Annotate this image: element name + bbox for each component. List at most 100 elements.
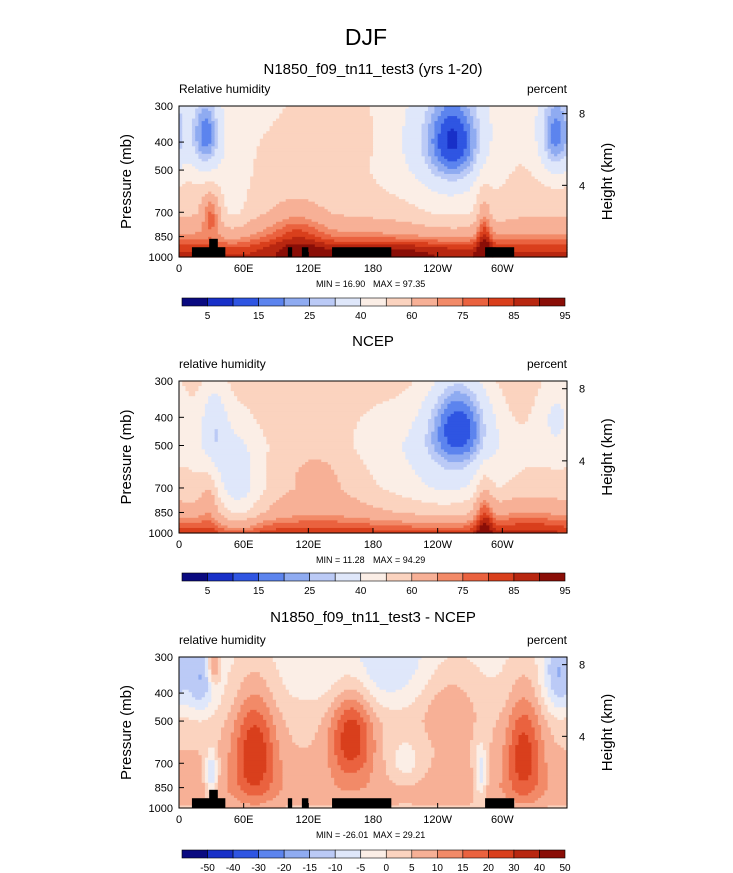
contour-cell xyxy=(334,747,342,751)
contour-cell xyxy=(547,141,552,145)
contour-cell xyxy=(179,697,196,701)
contour-cell xyxy=(179,413,206,418)
contour-cell xyxy=(285,722,322,726)
contour-cell xyxy=(224,692,238,696)
contour-cell xyxy=(486,424,497,428)
contour-cell xyxy=(179,755,203,759)
contour-cell xyxy=(376,479,423,483)
contour-cell xyxy=(437,451,448,456)
contour-cell xyxy=(547,805,568,809)
contour-cell xyxy=(195,151,203,155)
contour-cell xyxy=(230,742,238,746)
contour-cell xyxy=(369,106,410,110)
contour-cell xyxy=(492,234,568,238)
contour-cell xyxy=(402,770,413,774)
contour-cell xyxy=(217,184,251,188)
contour-cell xyxy=(495,497,513,501)
contour-cell xyxy=(476,765,481,769)
contour-cell xyxy=(198,118,206,122)
contour-cell xyxy=(489,224,568,228)
contour-cell xyxy=(350,495,403,499)
contour-cell xyxy=(266,742,274,746)
contour-cell xyxy=(492,133,536,137)
contour-cell xyxy=(250,462,267,466)
contour-cell xyxy=(531,719,539,724)
contour-cell xyxy=(373,153,406,157)
contour-cell xyxy=(243,767,267,771)
contour-cell xyxy=(531,755,539,759)
contour-cell xyxy=(201,421,232,425)
contour-cell xyxy=(547,106,555,110)
contour-cell xyxy=(547,707,568,711)
contour-cell xyxy=(534,729,542,734)
y-tick-label: 700 xyxy=(155,483,173,495)
contour-cell xyxy=(233,719,245,724)
contour-cell xyxy=(179,722,225,726)
contour-cell xyxy=(179,669,206,673)
contour-cell xyxy=(450,226,458,230)
contour-cell xyxy=(243,702,267,706)
contour-cell xyxy=(379,717,426,721)
contour-cell xyxy=(547,153,555,157)
contour-cell xyxy=(547,770,568,774)
contour-cell xyxy=(479,515,490,519)
contour-cell xyxy=(421,146,429,150)
contour-cell xyxy=(534,657,545,661)
contour-cell xyxy=(482,745,490,749)
contour-cell xyxy=(266,752,274,756)
contour-cell xyxy=(476,196,568,200)
contour-cell xyxy=(211,126,216,130)
contour-cell xyxy=(427,704,474,708)
contour-cell xyxy=(295,477,339,481)
contour-cell xyxy=(508,762,516,766)
contour-cell xyxy=(473,118,481,122)
contour-cell xyxy=(537,772,549,776)
contour-cell xyxy=(301,464,332,468)
contour-cell xyxy=(282,712,326,716)
contour-cell xyxy=(470,161,478,165)
contour-cell xyxy=(473,153,478,157)
contour-cell xyxy=(179,434,203,438)
contour-cell xyxy=(427,123,436,127)
contour-cell xyxy=(427,426,436,430)
contour-cell xyxy=(479,128,494,132)
contour-cell xyxy=(508,752,516,756)
contour-cell xyxy=(489,520,494,524)
contour-cell xyxy=(366,735,374,739)
contour-cell xyxy=(479,403,494,407)
contour-cell xyxy=(285,492,348,496)
contour-cell xyxy=(424,684,448,688)
contour-cell xyxy=(369,674,413,678)
contour-cell xyxy=(505,729,513,734)
contour-cell xyxy=(259,497,280,501)
contour-cell xyxy=(276,221,319,225)
contour-cell xyxy=(486,752,490,756)
contour-cell xyxy=(415,249,478,253)
x-tick-label: 180 xyxy=(364,263,382,275)
contour-cell xyxy=(476,234,481,238)
contour-cell xyxy=(434,133,439,137)
contour-cell xyxy=(560,151,568,155)
contour-cell xyxy=(179,707,196,711)
contour-cell xyxy=(201,426,232,430)
contour-cell xyxy=(450,401,465,405)
contour-cell xyxy=(460,163,471,167)
contour-cell xyxy=(563,419,568,423)
contour-cell xyxy=(221,694,238,698)
contour-cell xyxy=(479,221,484,225)
contour-cell xyxy=(508,697,523,701)
contour-cell xyxy=(376,181,423,185)
contour-cell xyxy=(221,770,229,774)
contour-cell xyxy=(492,479,510,483)
contour-cell xyxy=(434,672,484,676)
contour-cell xyxy=(434,381,481,385)
contour-cell xyxy=(463,525,474,529)
contour-cell xyxy=(489,755,503,759)
contour-cell xyxy=(476,745,484,749)
contour-cell xyxy=(179,226,203,230)
contour-cell xyxy=(195,707,206,711)
contour-cell xyxy=(476,469,523,473)
contour-cell xyxy=(266,719,274,724)
contour-cell xyxy=(427,767,474,771)
contour-cell xyxy=(537,388,568,392)
